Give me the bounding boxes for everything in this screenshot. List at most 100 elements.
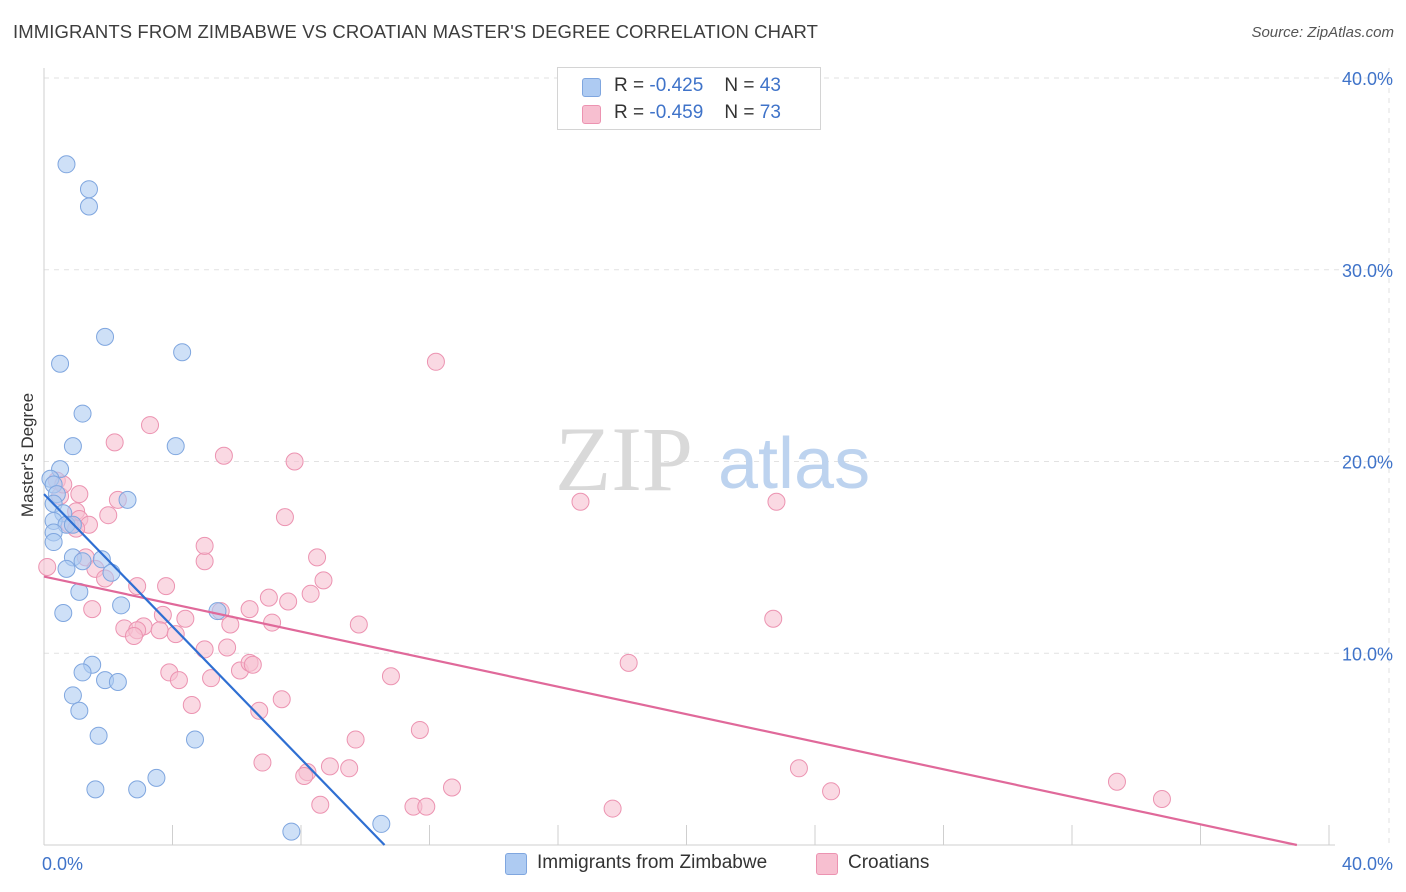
point-croatian [619,653,638,672]
point-zimbabwe [57,155,76,174]
point-croatian [314,571,333,590]
point-croatian [38,557,57,576]
point-croatian [195,536,214,555]
chart-title: IMMIGRANTS FROM ZIMBABWE VS CROATIAN MAS… [13,21,819,42]
point-zimbabwe [79,197,98,216]
trend-line-zimbabwe [43,493,386,846]
point-zimbabwe [282,822,301,841]
legend-r-value: -0.459 [649,102,704,123]
point-zimbabwe [92,550,111,569]
point-zimbabwe [147,768,166,787]
point-croatian [141,416,160,435]
point-croatian [157,577,176,596]
legend-swatch-pink [582,105,601,124]
point-zimbabwe [89,726,108,745]
point-croatian [259,588,278,607]
point-croatian [603,799,622,818]
legend-label: Croatians [848,852,930,873]
point-croatian [182,696,201,715]
legend-r-label: R = [614,102,645,123]
point-croatian [166,625,185,644]
point-croatian [195,640,214,659]
data-points [38,155,1171,841]
source-credit: Source: ZipAtlas.com [1251,24,1394,41]
point-croatian [275,508,294,527]
point-croatian [301,584,320,603]
point-croatian [70,485,89,504]
legend-n-value: 43 [759,75,781,96]
point-croatian [195,552,214,571]
legend-swatch-pink [816,853,838,875]
point-croatian [150,621,169,640]
point-zimbabwe [108,673,127,692]
point-croatian [279,592,298,611]
point-croatian [308,548,327,567]
y-tick-label: 10.0% [1342,644,1393,664]
point-croatian [250,701,269,720]
point-zimbabwe [79,180,98,199]
point-croatian [311,795,330,814]
legend-n-label: N = [724,75,755,96]
point-zimbabwe [63,437,82,456]
point-zimbabwe [118,490,137,509]
grid-lines [44,68,1390,845]
point-zimbabwe [372,814,391,833]
point-zimbabwe [86,780,105,799]
point-croatian [822,782,841,801]
point-croatian [253,753,272,772]
point-croatian [426,352,445,371]
point-croatian [417,797,436,816]
point-croatian [340,759,359,778]
point-croatian [571,492,590,511]
point-croatian [202,669,221,688]
y-tick-label: 40.0% [1342,69,1393,89]
point-croatian [263,613,282,632]
legend-n-label: N = [724,102,755,123]
point-zimbabwe [128,780,147,799]
point-croatian [218,638,237,657]
point-zimbabwe [112,596,131,615]
point-croatian [789,759,808,778]
x-tick-label: 40.0% [1342,854,1393,874]
point-croatian [124,626,143,645]
y-tick-label: 20.0% [1342,453,1393,473]
point-croatian [169,671,188,690]
legend-r-label: R = [614,75,645,96]
point-croatian [349,615,368,634]
legend-swatch-blue [582,78,601,97]
point-croatian [176,609,195,628]
point-zimbabwe [51,354,70,373]
point-croatian [128,577,147,596]
point-zimbabwe [185,730,204,749]
legend-swatch-blue [505,853,527,875]
point-croatian [240,600,259,619]
point-zimbabwe [166,437,185,456]
watermark: ZIP atlas [555,408,870,510]
point-croatian [83,600,102,619]
point-zimbabwe [102,563,121,582]
point-zimbabwe [54,603,73,622]
point-croatian [320,757,339,776]
watermark-atlas: atlas [718,424,870,504]
point-croatian [285,452,304,471]
point-zimbabwe [44,533,63,552]
point-zimbabwe [63,686,82,705]
point-croatian [764,609,783,628]
point-croatian [767,492,786,511]
point-croatian [214,446,233,465]
point-zimbabwe [173,343,192,362]
point-croatian [243,655,262,674]
y-axis-label: Master's Degree [18,392,37,518]
point-croatian [346,730,365,749]
point-croatian [272,690,291,709]
point-zimbabwe [73,404,92,423]
axes [43,68,1335,846]
legend-r-value: -0.425 [649,75,704,96]
point-zimbabwe [70,701,89,720]
stats-legend: R = -0.425 N = 43 R = -0.459 N = 73 [557,67,821,130]
point-zimbabwe [73,663,92,682]
watermark-zip: ZIP [555,408,693,510]
point-croatian [1107,772,1126,791]
point-zimbabwe [57,559,76,578]
